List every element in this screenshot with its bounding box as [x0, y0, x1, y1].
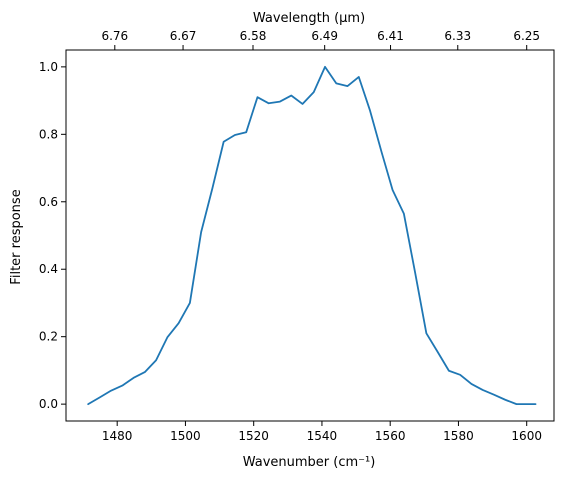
plot-frame [65, 49, 555, 422]
x-tick-label: 1520 [238, 429, 269, 443]
x-tick-label: 1540 [307, 429, 338, 443]
y-axis: 0.0 0.2 0.4 0.6 0.8 1.0 [39, 60, 66, 411]
y-tick-label: 0.2 [39, 330, 58, 344]
top-x-tick-label: 6.76 [101, 29, 128, 43]
y-axis-label: Filter response [9, 189, 24, 284]
top-x-tick-label: 6.41 [377, 29, 404, 43]
plot-area [87, 65, 537, 406]
bottom-x-axis: 1480 1500 1520 1540 1560 1580 1600 [102, 421, 542, 443]
x-tick-label: 1580 [443, 429, 474, 443]
x-tick-label: 1600 [511, 429, 542, 443]
top-x-tick-label: 6.58 [240, 29, 267, 43]
x-tick-label: 1500 [170, 429, 201, 443]
top-x-axis-label: Wavelength (μm) [253, 11, 365, 26]
top-x-axis: 6.76 6.67 6.58 6.49 6.41 6.33 6.25 [101, 29, 540, 50]
top-x-tick-label: 6.67 [170, 29, 197, 43]
top-x-tick-label: 6.33 [444, 29, 471, 43]
axes-frame [65, 49, 555, 422]
x-tick-label: 1560 [375, 429, 406, 443]
top-x-tick-label: 6.25 [513, 29, 540, 43]
y-tick-label: 0.6 [39, 195, 58, 209]
x-tick-label: 1480 [102, 429, 133, 443]
filter-response-line [87, 65, 537, 406]
top-x-tick-label: 6.49 [311, 29, 338, 43]
y-tick-label: 0.0 [39, 397, 58, 411]
y-tick-label: 0.4 [39, 262, 58, 276]
y-tick-label: 1.0 [39, 60, 58, 74]
x-axis-label: Wavenumber (cm⁻¹) [243, 455, 376, 470]
y-tick-label: 0.8 [39, 127, 58, 141]
